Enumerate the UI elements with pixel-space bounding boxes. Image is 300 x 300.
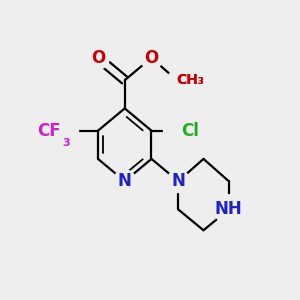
Text: NH: NH [215, 200, 243, 218]
Text: O: O [91, 49, 105, 67]
Text: N: N [171, 172, 185, 190]
Circle shape [140, 46, 163, 69]
Text: CH₃: CH₃ [177, 73, 205, 87]
Text: Cl: Cl [181, 122, 199, 140]
Circle shape [87, 46, 109, 69]
Text: 3: 3 [62, 138, 70, 148]
Text: O: O [144, 49, 159, 67]
Circle shape [214, 195, 243, 224]
Circle shape [113, 170, 136, 193]
Circle shape [167, 170, 190, 193]
Text: CF: CF [37, 122, 61, 140]
Text: N: N [118, 172, 132, 190]
Circle shape [167, 70, 186, 90]
Text: CH₃: CH₃ [177, 73, 205, 87]
Circle shape [164, 116, 193, 146]
Circle shape [49, 116, 79, 146]
